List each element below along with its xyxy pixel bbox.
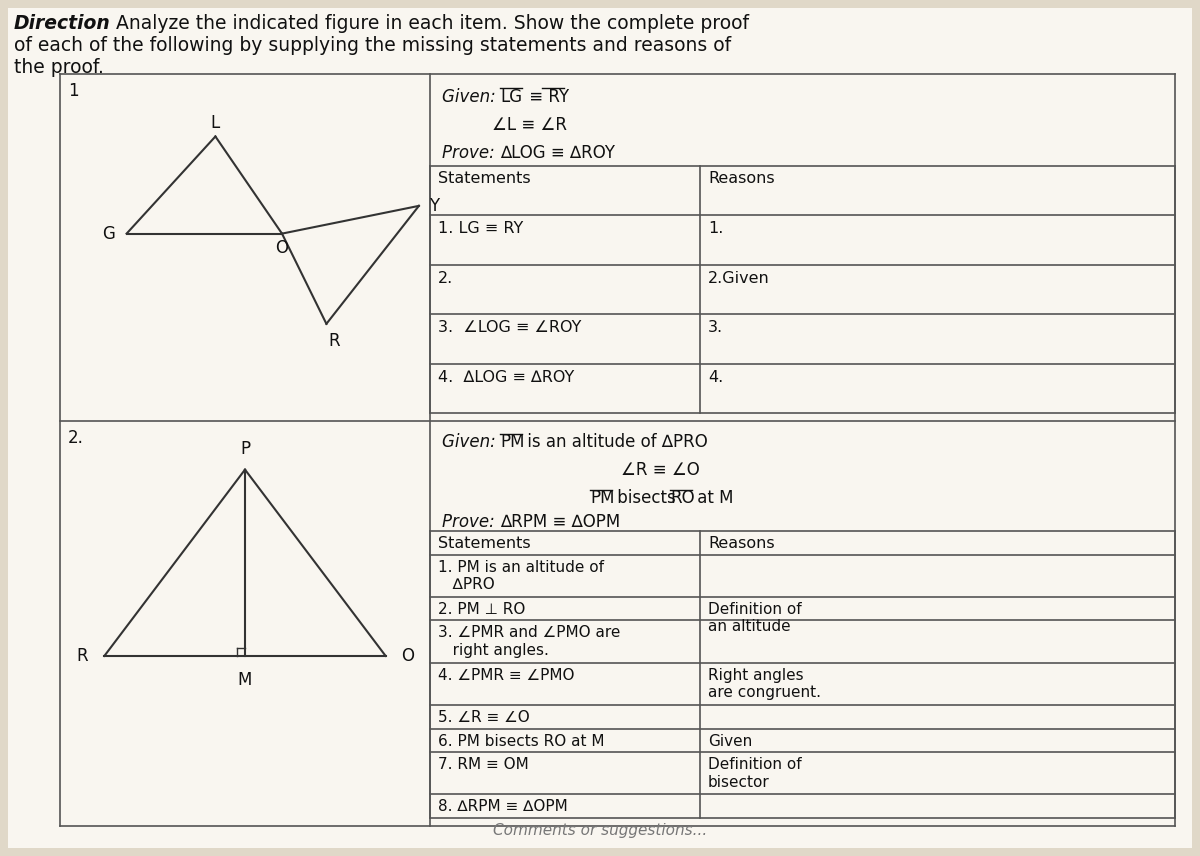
Text: Right angles
are congruent.: Right angles are congruent. (708, 668, 821, 700)
Text: 7. RM ≡ OM: 7. RM ≡ OM (438, 757, 529, 772)
Text: ∠R ≡ ∠O: ∠R ≡ ∠O (620, 461, 700, 479)
Text: 2. PM ⊥ RO: 2. PM ⊥ RO (438, 602, 526, 617)
Text: L: L (211, 114, 220, 132)
Text: 3.  ∠LOG ≡ ∠ROY: 3. ∠LOG ≡ ∠ROY (438, 320, 581, 336)
Text: RO: RO (670, 489, 695, 507)
Text: ≡ RY: ≡ RY (524, 88, 569, 106)
Text: 5. ∠R ≡ ∠O: 5. ∠R ≡ ∠O (438, 710, 529, 725)
Text: 4.  ∆LOG ≡ ∆ROY: 4. ∆LOG ≡ ∆ROY (438, 370, 575, 384)
Text: 2.Given: 2.Given (708, 270, 769, 286)
Text: 1. PM is an altitude of
   ∆PRO: 1. PM is an altitude of ∆PRO (438, 560, 604, 592)
Text: Given:: Given: (442, 88, 502, 106)
Text: the proof.: the proof. (14, 58, 104, 77)
Text: 3.: 3. (708, 320, 724, 336)
Text: Definition of
an altitude: Definition of an altitude (708, 602, 802, 634)
Text: 4. ∠PMR ≡ ∠PMO: 4. ∠PMR ≡ ∠PMO (438, 668, 575, 683)
Text: Definition of
bisector: Definition of bisector (708, 757, 802, 789)
Text: R: R (328, 332, 340, 350)
Text: R: R (77, 647, 88, 665)
Text: PM: PM (590, 489, 614, 507)
Text: 6. PM bisects RO at M: 6. PM bisects RO at M (438, 734, 605, 749)
Text: O: O (276, 239, 288, 257)
Text: G: G (102, 224, 114, 242)
Text: ∠L ≡ ∠R: ∠L ≡ ∠R (492, 116, 568, 134)
Text: ∆LOG ≡ ∆ROY: ∆LOG ≡ ∆ROY (500, 144, 616, 162)
Text: P: P (240, 440, 250, 458)
Text: Prove:: Prove: (442, 144, 500, 162)
FancyBboxPatch shape (8, 8, 1192, 848)
Text: is an altitude of ∆PRO: is an altitude of ∆PRO (522, 433, 708, 451)
Text: Statements: Statements (438, 536, 530, 551)
Text: Comments or suggestions...: Comments or suggestions... (493, 823, 707, 838)
Text: Reasons: Reasons (708, 536, 775, 551)
Text: 1.: 1. (708, 222, 724, 236)
Text: Reasons: Reasons (708, 171, 775, 186)
Text: 4.: 4. (708, 370, 724, 384)
Text: bisects: bisects (612, 489, 682, 507)
Text: of each of the following by supplying the missing statements and reasons of: of each of the following by supplying th… (14, 36, 731, 55)
Text: 3. ∠PMR and ∠PMO are
   right angles.: 3. ∠PMR and ∠PMO are right angles. (438, 626, 620, 657)
Text: Prove:: Prove: (442, 513, 500, 531)
Text: LG: LG (500, 88, 522, 106)
Text: Direction: Direction (14, 14, 110, 33)
Text: Given:: Given: (442, 433, 502, 451)
Text: O: O (401, 647, 414, 665)
Text: 2.: 2. (438, 270, 454, 286)
Text: 1: 1 (68, 82, 79, 100)
Text: Given: Given (708, 734, 752, 749)
Text: Analyze the indicated figure in each item. Show the complete proof: Analyze the indicated figure in each ite… (110, 14, 749, 33)
Text: at M: at M (692, 489, 733, 507)
Text: PM: PM (500, 433, 524, 451)
Text: 2.: 2. (68, 429, 84, 447)
Text: ∆RPM ≡ ∆OPM: ∆RPM ≡ ∆OPM (500, 513, 620, 531)
Text: 1. LG ≡ RY: 1. LG ≡ RY (438, 222, 523, 236)
Text: Statements: Statements (438, 171, 530, 186)
Text: Y: Y (428, 197, 439, 215)
Text: M: M (238, 671, 252, 689)
Text: 8. ∆RPM ≡ ∆OPM: 8. ∆RPM ≡ ∆OPM (438, 800, 568, 814)
